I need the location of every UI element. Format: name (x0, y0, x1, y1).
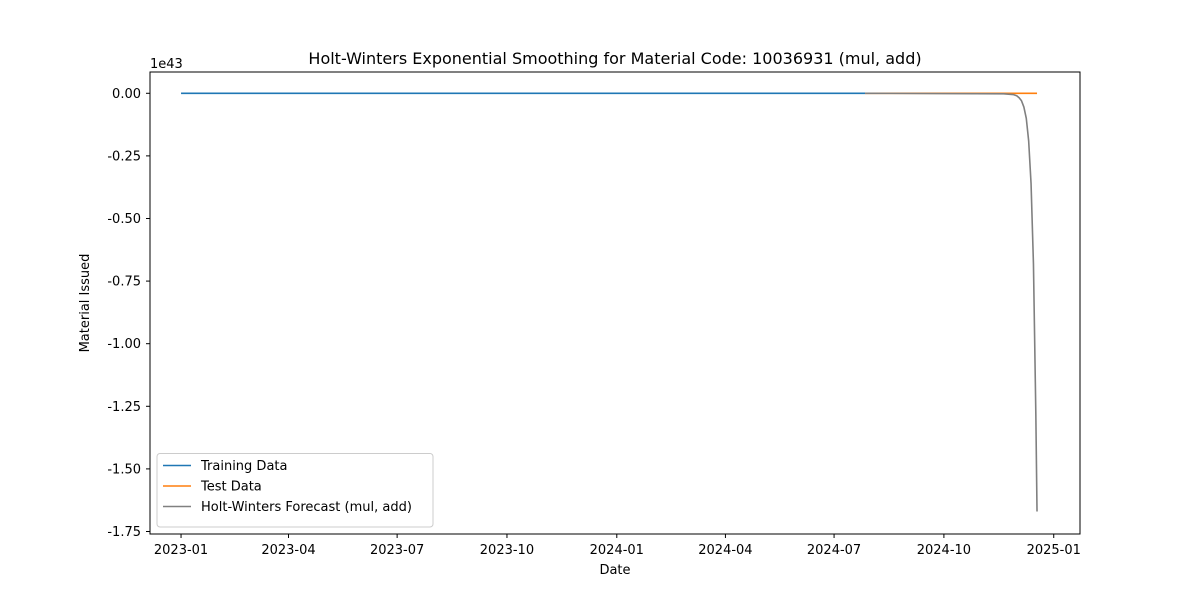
y-axis-title: Material Issued (78, 254, 93, 353)
x-tick-label: 2025-01 (1027, 543, 1081, 558)
x-tick-label: 2024-01 (590, 543, 644, 558)
y-tick-label: -1.25 (107, 400, 141, 415)
y-tick-label: -0.50 (107, 212, 141, 227)
x-axis: 2023-01 2023-04 2023-07 2023-10 2024-01 2024-… (154, 534, 1081, 558)
series-line-3 (865, 92, 1038, 512)
y-tick-label: -1.50 (107, 462, 141, 477)
x-tick-label: 2023-01 (154, 543, 208, 558)
x-tick-label: 2024-07 (807, 543, 861, 558)
y-axis: 0.00 -0.25 -0.50 -0.75 -1.00 -1.25 -1.50 -1.75 (107, 87, 150, 540)
x-tick-label: 2023-04 (261, 543, 315, 558)
legend-label-3: Holt-Winters Forecast (mul, add) (201, 500, 412, 515)
x-tick-label: 2024-04 (698, 543, 752, 558)
chart-title: Holt-Winters Exponential Smoothing for M… (308, 49, 921, 68)
plot-area (149, 71, 1081, 535)
legend: Training Data Test Data Holt-Winters Forec… (156, 453, 434, 528)
y-tick-label: -0.75 (107, 275, 141, 290)
legend-box (156, 453, 434, 528)
x-tick-label: 2023-07 (370, 543, 424, 558)
y-tick-label: -1.00 (107, 337, 141, 352)
y-tick-label: -0.25 (107, 149, 141, 164)
y-tick-label: -1.75 (107, 525, 141, 540)
y-axis-offset-label: 1e43 (150, 57, 183, 72)
legend-label-2: Test Data (200, 480, 262, 495)
x-axis-title: Date (599, 563, 630, 578)
legend-label-1: Training Data (200, 459, 287, 474)
y-tick-label: 0.00 (112, 87, 141, 102)
x-tick-label: 2024-10 (917, 543, 971, 558)
x-tick-label: 2023-10 (480, 543, 534, 558)
series-layer (181, 92, 1038, 512)
